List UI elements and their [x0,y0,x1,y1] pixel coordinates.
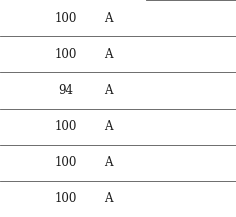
Text: 100: 100 [55,48,77,61]
Text: 100: 100 [55,192,77,205]
Text: 100: 100 [55,12,77,25]
Text: 100: 100 [55,120,77,133]
Text: A: A [104,192,113,205]
Text: A: A [104,12,113,25]
Text: A: A [104,156,113,169]
Text: A: A [104,84,113,97]
Text: A: A [104,120,113,133]
Text: 94: 94 [59,84,74,97]
Text: 100: 100 [55,156,77,169]
Text: A: A [104,48,113,61]
